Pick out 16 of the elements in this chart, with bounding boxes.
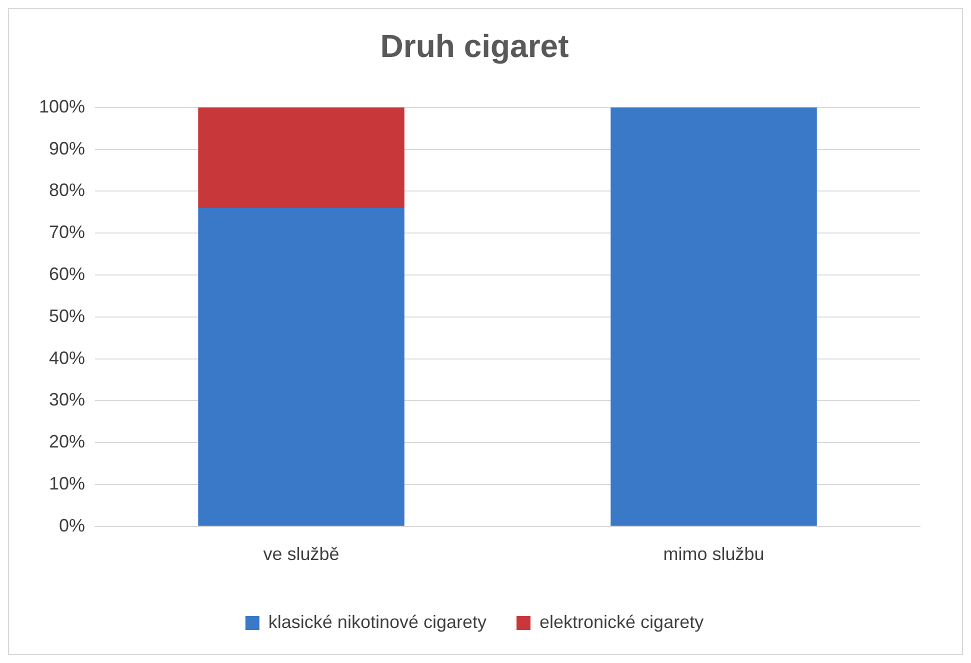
y-tick-label: 20% — [49, 432, 86, 452]
y-tick-label: 30% — [49, 390, 86, 410]
y-tick-label: 0% — [59, 515, 86, 536]
y-tick-label: 80% — [49, 180, 86, 200]
y-tick-label: 100% — [38, 96, 86, 116]
chart-title: Druh cigaret — [380, 28, 570, 64]
y-tick-label: 90% — [49, 138, 86, 158]
x-tick-label: mimo službu — [663, 544, 764, 564]
y-tick-label: 70% — [49, 222, 86, 242]
y-tick-label: 40% — [49, 348, 86, 368]
legend-label: klasické nikotinové cigarety — [268, 612, 487, 632]
x-tick-label: ve službě — [263, 544, 340, 564]
y-tick-label: 50% — [49, 306, 86, 326]
legend-label: elektronické cigarety — [540, 612, 704, 632]
y-tick-label: 60% — [49, 264, 86, 284]
y-tick-label: 10% — [49, 473, 86, 494]
